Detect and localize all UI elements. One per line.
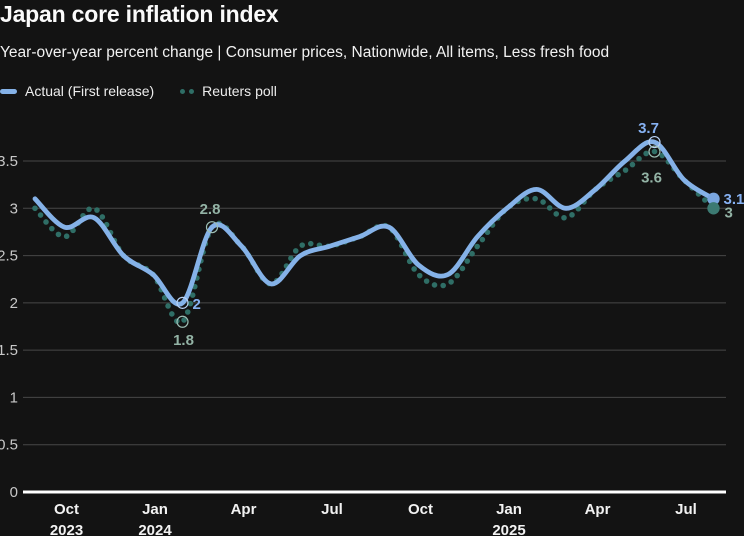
data-point-marker xyxy=(176,315,189,328)
data-label: 2 xyxy=(193,296,201,313)
y-axis-label: 2 xyxy=(10,295,18,312)
x-axis-label-year: 2025 xyxy=(492,522,525,536)
chart-area: 0 0.5 1 1.5 2 2.5 3 3.5 Oct 2023 Jan 2024 Apr Jul Oct J… xyxy=(0,110,744,536)
data-label: 3.1 xyxy=(724,191,744,208)
x-axis-label-month: Apr xyxy=(585,501,611,518)
x-axis-label-month: Apr xyxy=(231,501,257,518)
y-axis-label: 3 xyxy=(10,200,18,217)
x-axis-label-month: Oct xyxy=(54,501,79,518)
data-label: 2.8 xyxy=(200,201,221,218)
line-chart: 0 0.5 1 1.5 2 2.5 3 3.5 Oct 2023 Jan 2024 Apr Jul Oct J… xyxy=(0,120,744,536)
data-label: 3.7 xyxy=(638,120,659,137)
legend-item-poll: Reuters poll xyxy=(180,83,277,99)
legend-label-actual: Actual (First release) xyxy=(25,83,155,99)
actual-series-line xyxy=(32,139,716,307)
data-point-marker xyxy=(648,145,661,158)
data-point-marker xyxy=(205,221,219,234)
data-point-marker xyxy=(648,135,661,149)
y-axis-label: 3.5 xyxy=(0,153,18,170)
data-point-marker xyxy=(707,192,720,206)
data-label: 1.8 xyxy=(173,332,194,349)
data-point-marker xyxy=(176,296,189,309)
x-axis-label-year: 2023 xyxy=(50,522,83,536)
x-axis-label-month: Oct xyxy=(408,501,433,518)
legend-label-poll: Reuters poll xyxy=(202,83,277,99)
page-title: Japan core inflation index xyxy=(0,1,279,27)
data-label: 3 xyxy=(725,204,733,221)
x-axis-label-month: Jan xyxy=(142,501,168,518)
y-axis-label: 1 xyxy=(10,389,18,406)
y-axis-label: 0.5 xyxy=(0,437,18,454)
y-axis-label: 2.5 xyxy=(0,248,18,265)
data-point-marker xyxy=(707,202,720,215)
actual-line-swatch-icon xyxy=(0,88,17,94)
y-axis-label: 1.5 xyxy=(0,342,18,359)
legend: Actual (First release) Reuters poll xyxy=(0,83,277,99)
chart-subtitle: Year-over-year percent change | Consumer… xyxy=(0,44,610,61)
y-axis-label: 0 xyxy=(10,484,18,501)
data-label: 3.6 xyxy=(641,170,662,187)
x-axis-label-year: 2024 xyxy=(138,522,172,536)
legend-item-actual: Actual (First release) xyxy=(0,83,154,99)
poll-dots-swatch-icon xyxy=(180,88,195,94)
x-axis-label-month: Jul xyxy=(675,501,697,518)
x-axis-label-month: Jan xyxy=(496,501,522,518)
x-axis-label-month: Jul xyxy=(321,501,343,518)
